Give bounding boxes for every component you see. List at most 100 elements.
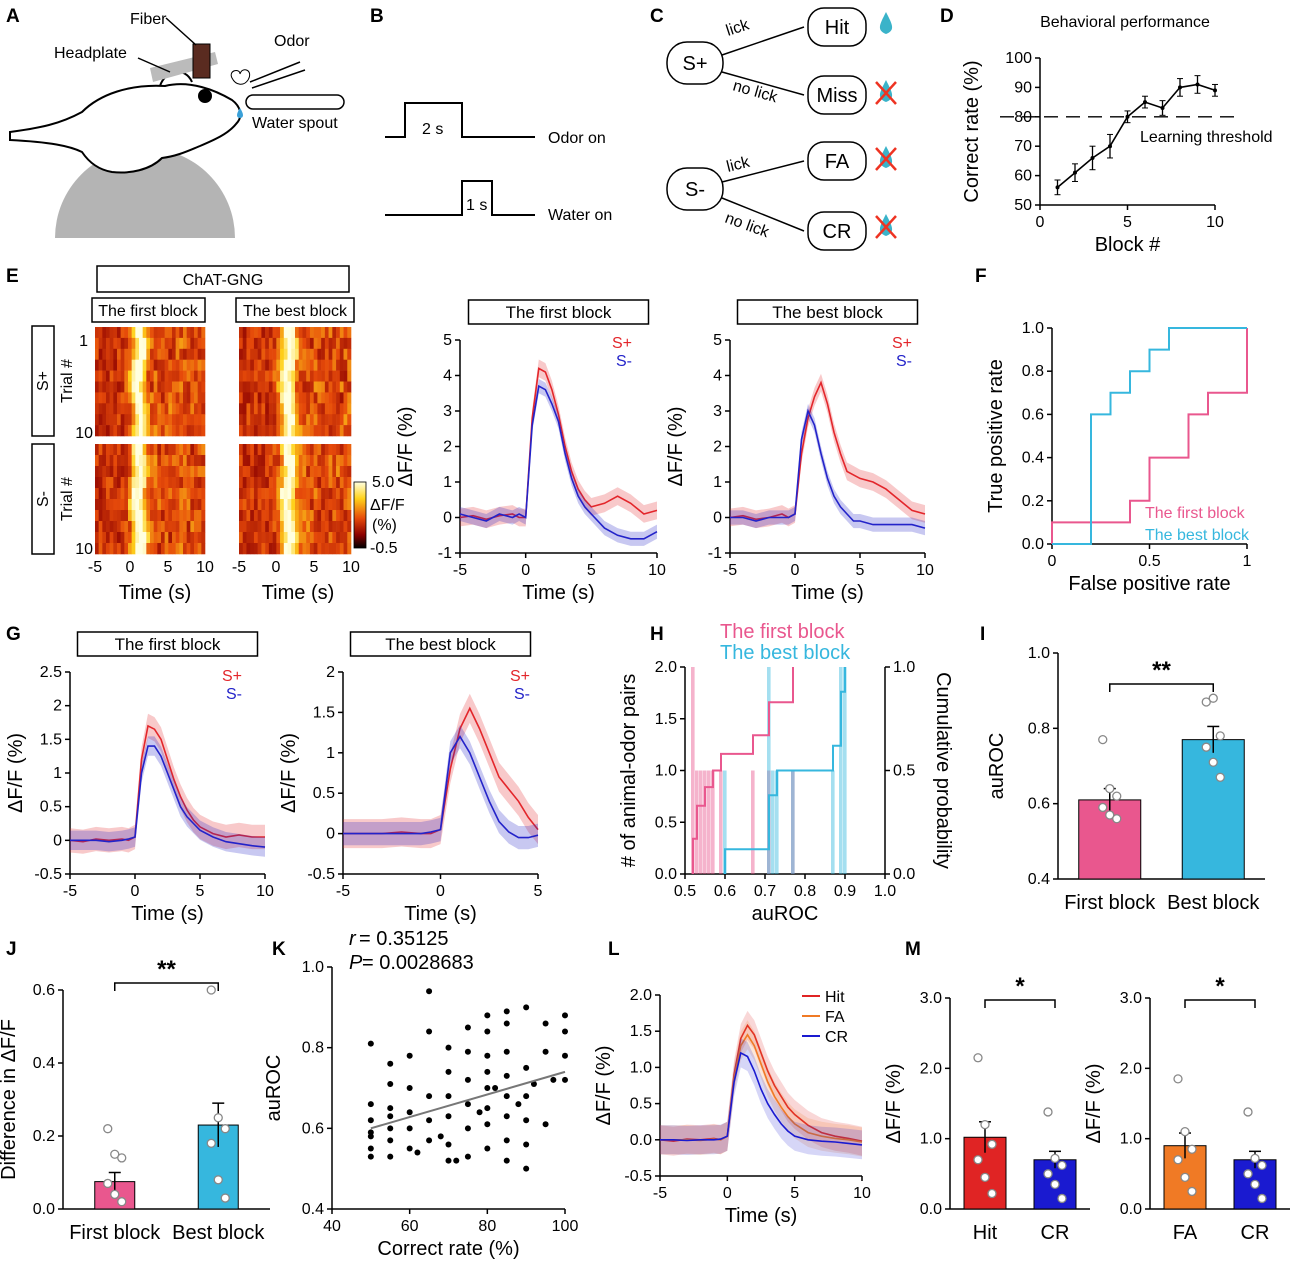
- heatmap-cell: [317, 370, 322, 382]
- x-tick-label: 0: [791, 562, 800, 579]
- y-tick-label: 1.0: [1120, 1131, 1142, 1148]
- heatmap-cell: [98, 392, 103, 404]
- heatmap-cell: [242, 348, 247, 360]
- heatmap-cell: [246, 466, 251, 478]
- heatmap-cell: [128, 403, 132, 415]
- heatmap-cell: [172, 444, 176, 456]
- heatmap-cell: [172, 337, 176, 350]
- heatmap-cell: [146, 425, 151, 437]
- heatmap-cell: [186, 532, 191, 544]
- heatmap-cell: [113, 392, 118, 404]
- heatmap-cell: [317, 327, 322, 339]
- heatmap-cell: [309, 455, 314, 467]
- heatmap-cell: [142, 337, 147, 350]
- individual-point: [1057, 1160, 1067, 1171]
- heatmap-cell: [139, 444, 143, 456]
- scatter-point: [523, 1064, 530, 1071]
- heatmap-cell: [161, 392, 165, 404]
- heatmap-cell: [239, 359, 244, 371]
- y-axis-label: ΔF/F (%): [395, 406, 417, 486]
- heatmap-cell: [120, 521, 125, 533]
- scatter-point: [387, 1137, 394, 1144]
- scatter-point: [426, 1093, 433, 1100]
- scatter-point: [367, 1153, 374, 1160]
- odor-trace: [385, 102, 535, 138]
- heatmap-cell: [157, 392, 162, 404]
- heatmap-cell: [124, 455, 129, 467]
- sem-band-S-: [460, 379, 657, 546]
- heatmap-cell: [120, 425, 125, 437]
- heatmap-cell: [124, 532, 129, 544]
- y-tick-label: 0.2: [1022, 493, 1044, 510]
- scatter-point: [453, 1157, 460, 1164]
- heatmap-cell: [153, 488, 158, 500]
- heatmap-cell: [98, 466, 103, 478]
- individual-point: [110, 1149, 120, 1159]
- panel-label-m: M: [905, 939, 921, 960]
- heatmap-cell: [276, 510, 281, 522]
- heatmap-cell: [183, 392, 187, 404]
- significance-bracket: [1184, 999, 1256, 1008]
- heatmap-cell: [135, 488, 140, 500]
- scatter-point: [542, 1121, 549, 1128]
- heatmap-cell: [172, 403, 176, 415]
- y2-tick-label: 0.5: [893, 763, 915, 780]
- individual-point: [1180, 1126, 1190, 1137]
- heatmap-cell: [298, 510, 303, 522]
- heatmap-cell: [287, 359, 292, 371]
- trial-label-splus: Trial #: [59, 359, 76, 403]
- y-tick-label: 1.5: [40, 731, 62, 748]
- heatmap-cell: [309, 348, 314, 360]
- heatmap-cell: [128, 392, 132, 404]
- heatmap-cell: [291, 414, 296, 426]
- heatmap-cell: [347, 337, 352, 350]
- heatmap-cell: [131, 327, 136, 339]
- heatmap-cell: [343, 466, 348, 478]
- heatmap-cell: [164, 425, 169, 437]
- x-tick-label: 10: [1206, 214, 1224, 231]
- x-axis-label: False positive rate: [1068, 573, 1230, 595]
- heatmap-cell: [295, 444, 300, 456]
- heatmap-cell: [328, 455, 333, 467]
- heatmap-cell: [261, 444, 266, 456]
- heatmap-cell: [302, 488, 307, 500]
- heatmap-cell: [283, 444, 288, 456]
- heatmap-cell: [309, 425, 314, 437]
- heatmap-cell: [250, 521, 255, 533]
- heatmap-cell: [242, 510, 247, 522]
- heatmap-cell: [257, 532, 262, 544]
- cr-box: [807, 211, 867, 251]
- y-axis-label: ΔF/F (%): [665, 406, 687, 486]
- heatmap-cell: [201, 444, 206, 456]
- heatmap-cell: [102, 414, 107, 426]
- heatmap-cell: [120, 337, 125, 350]
- hit-label: Hit: [825, 17, 850, 39]
- y-axis-label: ΔF/F (%): [5, 733, 27, 813]
- heatmap-cell: [179, 477, 184, 489]
- heatmap-cell: [201, 414, 206, 426]
- heatmap-cell: [295, 499, 300, 511]
- heatmap-cell: [128, 466, 132, 478]
- heatmap-cell: [164, 543, 169, 555]
- heatmap-cell: [131, 477, 136, 489]
- heatmap-cell: [313, 381, 318, 393]
- heatmap-cell: [268, 499, 273, 511]
- heatmap-cell: [261, 477, 266, 489]
- heatmap-cell: [253, 348, 258, 360]
- heatmap-cell: [261, 327, 266, 339]
- heatmap-cell: [131, 348, 136, 360]
- individual-point: [117, 1153, 127, 1163]
- individual-point: [1208, 757, 1218, 767]
- heatmap-cell: [153, 414, 158, 426]
- individual-point: [980, 1119, 990, 1130]
- heatmap-cell: [306, 425, 311, 437]
- heatmap-cell: [343, 488, 348, 500]
- trial-1-splus: 1: [79, 333, 88, 350]
- heatmap-cell: [128, 381, 132, 393]
- heatmap-cell: [120, 403, 125, 415]
- heatmap-cell: [265, 532, 270, 544]
- heatmap-cell: [117, 510, 121, 522]
- scatter-point: [387, 1080, 394, 1087]
